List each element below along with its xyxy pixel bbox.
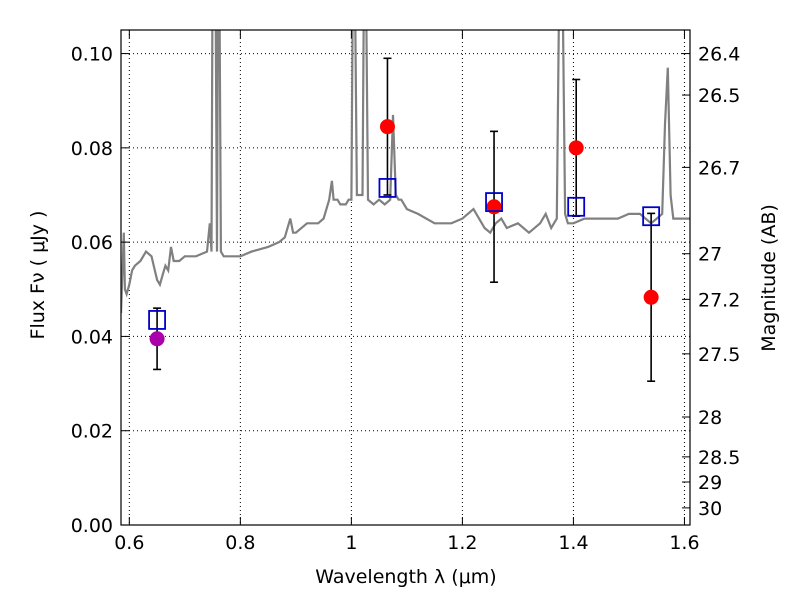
magnitude-tick-label: 26.7 bbox=[698, 157, 740, 179]
right-axis-label: Magnitude (AB) bbox=[758, 204, 780, 352]
x-tick-labels: 0.6 0.8 1 1.2 1.4 1.6 bbox=[114, 532, 699, 554]
magnitude-tick-label: 28 bbox=[698, 407, 722, 429]
y-tick-label: 0.08 bbox=[71, 138, 113, 160]
synthetic-square bbox=[378, 178, 397, 198]
observed-point bbox=[379, 119, 395, 135]
magnitude-tick-labels: 26.4 26.5 26.7 27 27.2 27.5 28 28.5 29 30 bbox=[698, 44, 740, 520]
x-tick-label: 1.4 bbox=[558, 532, 588, 554]
y-tick-label: 0.02 bbox=[71, 421, 113, 443]
y-tick-label: 0.00 bbox=[71, 515, 113, 537]
synthetic-square bbox=[485, 192, 503, 212]
observed-point bbox=[643, 289, 659, 305]
magnitude-tick-label: 26.5 bbox=[698, 85, 740, 107]
x-tick-label: 0.8 bbox=[225, 532, 255, 554]
x-tick-label: 1 bbox=[345, 532, 357, 554]
synthetic-square bbox=[148, 310, 166, 330]
y-tick-labels: 0.00 0.02 0.04 0.06 0.08 0.10 bbox=[71, 44, 113, 537]
synthetic-square bbox=[567, 196, 586, 217]
magnitude-tick-label: 30 bbox=[698, 498, 722, 520]
magnitude-tick-label: 27 bbox=[698, 244, 722, 266]
y-tick-label: 0.06 bbox=[71, 232, 113, 254]
observed-point bbox=[486, 199, 502, 215]
x-tick-label: 1.6 bbox=[669, 532, 699, 554]
magnitude-tick-label: 27.5 bbox=[698, 344, 740, 366]
y-axis-label: Flux Fν ( μJy ) bbox=[27, 211, 49, 340]
x-axis-label: Wavelength λ (μm) bbox=[315, 566, 496, 588]
observed-point bbox=[568, 140, 584, 156]
synthetic-square bbox=[642, 206, 661, 227]
x-tick-label: 1.2 bbox=[447, 532, 477, 554]
grid-lines bbox=[121, 30, 690, 526]
y-tick-label: 0.04 bbox=[71, 326, 113, 348]
plot-frame bbox=[120, 29, 691, 526]
magnitude-tick-label: 28.5 bbox=[698, 447, 740, 469]
magnitude-tick-label: 29 bbox=[698, 472, 722, 494]
model-spectrum bbox=[121, 30, 690, 313]
synthetic-photometry-squares bbox=[148, 178, 661, 330]
observed-point bbox=[149, 331, 165, 347]
tick-marks bbox=[121, 30, 690, 526]
magnitude-tick-label: 26.4 bbox=[698, 44, 740, 66]
y-tick-label: 0.10 bbox=[71, 44, 113, 66]
observed-points bbox=[149, 119, 659, 347]
model-spectrum-line bbox=[121, 30, 690, 313]
magnitude-tick-label: 27.2 bbox=[698, 289, 740, 311]
x-tick-label: 0.6 bbox=[114, 532, 144, 554]
